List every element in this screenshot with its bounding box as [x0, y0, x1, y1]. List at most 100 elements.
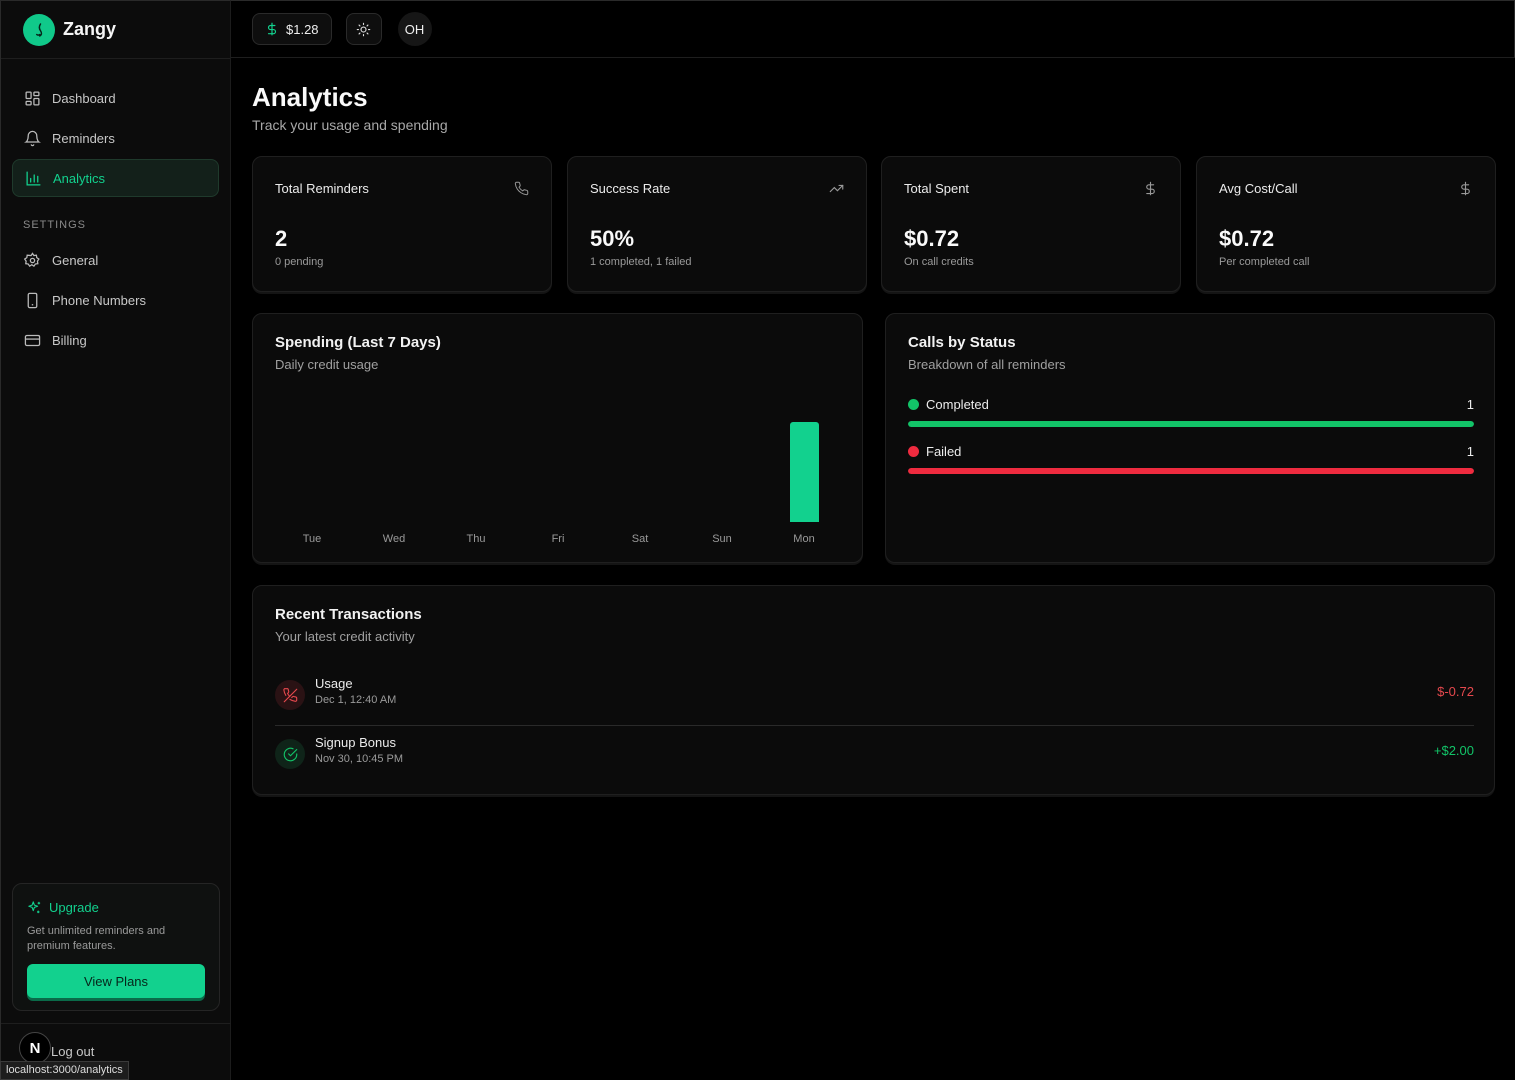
logout-row: N Log out — [1, 1023, 231, 1080]
x-tick-label: Fri — [551, 533, 565, 545]
x-tick-label: Sat — [631, 533, 649, 545]
x-tick-label: Sun — [712, 533, 732, 545]
stat-sub: 0 pending — [275, 256, 324, 268]
transaction-name: Usage — [315, 676, 353, 691]
status-progress-track — [908, 421, 1474, 427]
stat-label: Avg Cost/Call — [1219, 181, 1298, 196]
status-count: 1 — [1466, 397, 1474, 412]
topbar: $1.28 OH — [231, 0, 1515, 58]
status-progress-fill — [908, 468, 1474, 474]
chart-title: Spending (Last 7 Days) — [275, 334, 441, 351]
credit-card-icon — [23, 331, 41, 349]
phone-off-icon — [275, 680, 305, 710]
sidebar-item-reminders[interactable]: Reminders — [12, 119, 219, 157]
sidebar-item-billing[interactable]: Billing — [12, 321, 219, 359]
stat-card-total-reminders: Total Reminders 2 0 pending — [252, 156, 552, 292]
sidebar-item-label: Dashboard — [52, 90, 116, 106]
brand[interactable]: Zangy — [1, 1, 230, 59]
credit-balance-pill[interactable]: $1.28 — [252, 13, 332, 45]
main-content: Analytics Track your usage and spending … — [252, 58, 1496, 795]
upgrade-title: Upgrade — [27, 900, 205, 915]
stat-value: $0.72 — [1219, 226, 1275, 251]
page-subtitle: Track your usage and spending — [252, 117, 448, 133]
theme-toggle-button[interactable] — [345, 13, 382, 45]
phone-device-icon — [23, 291, 41, 309]
upgrade-card: Upgrade Get unlimited reminders and prem… — [12, 883, 220, 1011]
stat-sub: Per completed call — [1219, 256, 1310, 268]
calls-status-subtitle: Breakdown of all reminders — [908, 357, 1066, 372]
sidebar-item-general[interactable]: General — [12, 241, 219, 279]
settings-heading: SETTINGS — [23, 219, 87, 231]
spending-chart: Tue Wed Thu Fri Sat Sun Mon — [275, 404, 843, 545]
spending-chart-card: Spending (Last 7 Days) Daily credit usag… — [252, 313, 863, 563]
next-dev-badge[interactable]: N — [19, 1032, 51, 1064]
upgrade-description: Get unlimited reminders and premium feat… — [27, 925, 166, 952]
sidebar-item-phone-numbers[interactable]: Phone Numbers — [12, 281, 219, 319]
stat-sub: 1 completed, 1 failed — [590, 256, 692, 268]
page-title: Analytics — [252, 82, 368, 112]
sidebar-nav: Dashboard Reminders Analytics SETTINGS G… — [1, 59, 230, 359]
dashboard-icon — [23, 89, 41, 107]
sun-icon — [356, 22, 371, 36]
sidebar-item-label: Billing — [52, 332, 87, 348]
sidebar-item-label: Phone Numbers — [52, 292, 146, 308]
stat-label: Total Reminders — [275, 181, 369, 196]
sidebar-item-label: Reminders — [52, 130, 115, 146]
stat-card-total-spent: Total Spent $0.72 On call credits — [881, 156, 1181, 292]
dollar-icon — [265, 22, 279, 36]
x-tick-label: Wed — [382, 533, 406, 545]
x-tick-label: Mon — [793, 533, 815, 545]
stat-sub: On call credits — [904, 256, 974, 268]
stat-label: Success Rate — [590, 181, 671, 196]
recent-transactions-card: Recent Transactions Your latest credit a… — [252, 585, 1495, 795]
stats-row: Total Reminders 2 0 pending Success Rate… — [252, 156, 1496, 292]
x-tick-label: Thu — [466, 533, 486, 545]
transactions-title: Recent Transactions — [275, 606, 422, 623]
user-avatar[interactable]: OH — [397, 12, 432, 46]
status-progress-fill — [908, 421, 1474, 427]
status-dot — [908, 446, 919, 457]
status-dot — [908, 399, 919, 410]
status-row-failed: Failed 1 — [908, 444, 1474, 474]
chart-subtitle: Daily credit usage — [275, 357, 379, 372]
bell-icon — [23, 129, 41, 147]
brand-name: Zangy — [63, 19, 117, 39]
status-progress-track — [908, 468, 1474, 474]
phone-icon — [514, 181, 529, 196]
sidebar-item-label: General — [52, 252, 99, 268]
transaction-row[interactable]: Usage Dec 1, 12:40 AM $-0.72 — [275, 676, 1474, 726]
bar-chart-icon — [24, 169, 42, 187]
sparkles-icon — [27, 900, 42, 915]
calls-by-status-card: Calls by Status Breakdown of all reminde… — [885, 313, 1495, 563]
stat-value: $0.72 — [904, 226, 960, 251]
transaction-date: Nov 30, 10:45 PM — [315, 753, 404, 765]
sidebar: Zangy Dashboard Reminders Analytics SETT… — [0, 0, 231, 1080]
trending-up-icon — [829, 184, 844, 193]
transaction-name: Signup Bonus — [315, 735, 396, 750]
transaction-row[interactable]: Signup Bonus Nov 30, 10:45 PM +$2.00 — [275, 735, 1474, 785]
dollar-icon — [1461, 181, 1470, 196]
dollar-icon — [1146, 181, 1155, 196]
stat-card-avg-cost: Avg Cost/Call $0.72 Per completed call — [1196, 156, 1496, 292]
view-plans-button[interactable]: View Plans — [27, 964, 205, 998]
stat-label: Total Spent — [904, 181, 970, 196]
stat-value: 2 — [275, 226, 288, 251]
calls-status-title: Calls by Status — [908, 334, 1016, 351]
sidebar-item-dashboard[interactable]: Dashboard — [12, 79, 219, 117]
status-label: Completed — [926, 397, 989, 412]
status-label: Failed — [926, 444, 962, 459]
check-circle-icon — [275, 739, 305, 769]
upgrade-title-text: Upgrade — [49, 900, 99, 915]
stat-card-success-rate: Success Rate 50% 1 completed, 1 failed — [567, 156, 867, 292]
sidebar-item-label: Analytics — [53, 170, 106, 186]
credit-balance: $1.28 — [286, 21, 319, 37]
transaction-date: Dec 1, 12:40 AM — [315, 694, 397, 706]
sidebar-item-analytics[interactable]: Analytics — [12, 159, 219, 197]
brand-logo-icon — [23, 13, 55, 46]
status-count: 1 — [1466, 444, 1474, 459]
transaction-amount: +$2.00 — [1433, 743, 1474, 758]
transaction-amount: $-0.72 — [1437, 684, 1474, 699]
chart-bar[interactable] — [789, 422, 819, 522]
stat-value: 50% — [590, 226, 635, 251]
logout-button[interactable]: Log out — [51, 1044, 95, 1059]
